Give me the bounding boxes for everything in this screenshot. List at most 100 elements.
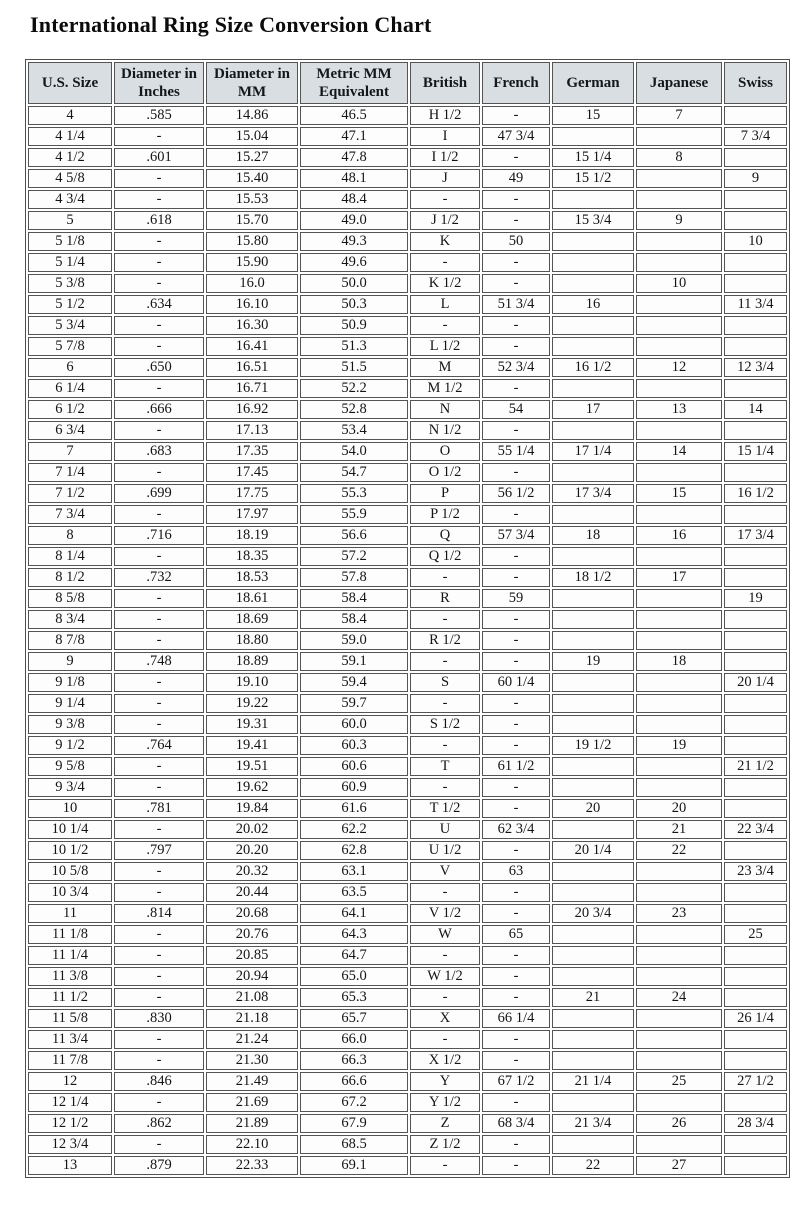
table-cell xyxy=(636,232,722,251)
table-cell: .601 xyxy=(114,148,204,167)
table-cell: 55 1/4 xyxy=(482,442,550,461)
table-cell: L xyxy=(410,295,480,314)
table-cell: - xyxy=(482,211,550,230)
table-cell: 15.90 xyxy=(206,253,298,272)
table-cell: .830 xyxy=(114,1009,204,1028)
table-cell xyxy=(636,967,722,986)
table-cell: I xyxy=(410,127,480,146)
table-cell: O xyxy=(410,442,480,461)
table-cell: 47.1 xyxy=(300,127,408,146)
table-header-row: U.S. Size Diameter in Inches Diameter in M… xyxy=(28,62,787,104)
table-cell: 13 xyxy=(636,400,722,419)
table-cell: 22.10 xyxy=(206,1135,298,1154)
table-cell: - xyxy=(482,694,550,713)
table-cell: - xyxy=(482,799,550,818)
table-cell xyxy=(552,778,634,797)
table-cell xyxy=(636,253,722,272)
table-cell: 17.97 xyxy=(206,505,298,524)
table-cell xyxy=(724,946,787,965)
table-cell xyxy=(552,232,634,251)
table-cell: 20.94 xyxy=(206,967,298,986)
table-cell: 4 1/2 xyxy=(28,148,112,167)
table-cell: 19 xyxy=(552,652,634,671)
table-cell xyxy=(636,610,722,629)
table-cell: 16 1/2 xyxy=(724,484,787,503)
table-row: 9 3/8-19.31 60.0 S 1/2- xyxy=(28,715,787,734)
table-cell: - xyxy=(114,673,204,692)
table-cell: 18.89 xyxy=(206,652,298,671)
table-cell: - xyxy=(410,778,480,797)
table-cell: 9 xyxy=(724,169,787,188)
table-cell xyxy=(724,631,787,650)
table-cell: 4 3/4 xyxy=(28,190,112,209)
table-cell: 9 3/4 xyxy=(28,778,112,797)
table-cell: .699 xyxy=(114,484,204,503)
table-cell: 5 1/4 xyxy=(28,253,112,272)
table-cell: 15.80 xyxy=(206,232,298,251)
table-cell: 66 1/4 xyxy=(482,1009,550,1028)
column-header-u-s-size: U.S. Size xyxy=(28,62,112,104)
table-cell: 21.18 xyxy=(206,1009,298,1028)
table-cell: 22 xyxy=(552,1156,634,1175)
table-cell: 16 xyxy=(552,295,634,314)
table-row: 7 1/4-17.45 54.7 O 1/2- xyxy=(28,463,787,482)
table-cell: 54.0 xyxy=(300,442,408,461)
table-cell: - xyxy=(410,883,480,902)
table-cell: 18.19 xyxy=(206,526,298,545)
table-cell: 12 1/2 xyxy=(28,1114,112,1133)
table-cell: - xyxy=(114,883,204,902)
table-cell xyxy=(552,967,634,986)
table-cell: - xyxy=(482,1135,550,1154)
table-cell: 10 1/2 xyxy=(28,841,112,860)
table-cell: 58.4 xyxy=(300,589,408,608)
table-cell: 49.0 xyxy=(300,211,408,230)
table-row: 9 1/4-19.22 59.7- - xyxy=(28,694,787,713)
table-cell: - xyxy=(114,232,204,251)
table-cell: N xyxy=(410,400,480,419)
table-cell: 12 1/4 xyxy=(28,1093,112,1112)
table-cell xyxy=(636,1093,722,1112)
table-cell: 59.1 xyxy=(300,652,408,671)
table-cell: 7 xyxy=(28,442,112,461)
table-cell: .797 xyxy=(114,841,204,860)
table-cell: 16.41 xyxy=(206,337,298,356)
table-row: 4 1/2.601 15.27 47.8 I 1/2-15 1/4 8 xyxy=(28,148,787,167)
table-cell: - xyxy=(410,988,480,1007)
table-cell: R 1/2 xyxy=(410,631,480,650)
table-cell: 12 xyxy=(28,1072,112,1091)
table-cell: - xyxy=(482,1156,550,1175)
table-cell: - xyxy=(482,841,550,860)
table-cell: 21.30 xyxy=(206,1051,298,1070)
table-cell: 11 3/8 xyxy=(28,967,112,986)
table-cell xyxy=(552,673,634,692)
table-cell: 59 xyxy=(482,589,550,608)
table-cell: 6 3/4 xyxy=(28,421,112,440)
table-row: 10 1/2.797 20.20 62.8 U 1/2-20 1/4 22 xyxy=(28,841,787,860)
table-cell: 51 3/4 xyxy=(482,295,550,314)
table-cell: 16.30 xyxy=(206,316,298,335)
table-cell xyxy=(724,211,787,230)
table-cell xyxy=(552,694,634,713)
table-cell: 10 xyxy=(28,799,112,818)
table-cell xyxy=(552,610,634,629)
column-header-diameter-in-inches: Diameter in Inches xyxy=(114,62,204,104)
table-cell xyxy=(724,274,787,293)
table-cell: 15 xyxy=(636,484,722,503)
table-cell: - xyxy=(482,463,550,482)
table-cell xyxy=(724,337,787,356)
table-cell: 16.71 xyxy=(206,379,298,398)
table-cell: 8 xyxy=(28,526,112,545)
table-cell: 19 1/2 xyxy=(552,736,634,755)
table-cell: - xyxy=(482,736,550,755)
table-cell: - xyxy=(482,1051,550,1070)
table-cell xyxy=(724,904,787,923)
table-cell: 23 3/4 xyxy=(724,862,787,881)
table-cell: - xyxy=(114,253,204,272)
table-cell: 11 7/8 xyxy=(28,1051,112,1070)
table-cell xyxy=(552,253,634,272)
table-cell: 67.2 xyxy=(300,1093,408,1112)
table-row: 9 5/8-19.51 60.6 T 61 1/2 21 1/2 xyxy=(28,757,787,776)
table-cell: - xyxy=(114,820,204,839)
table-cell: - xyxy=(114,1051,204,1070)
column-header-japanese: Japanese xyxy=(636,62,722,104)
